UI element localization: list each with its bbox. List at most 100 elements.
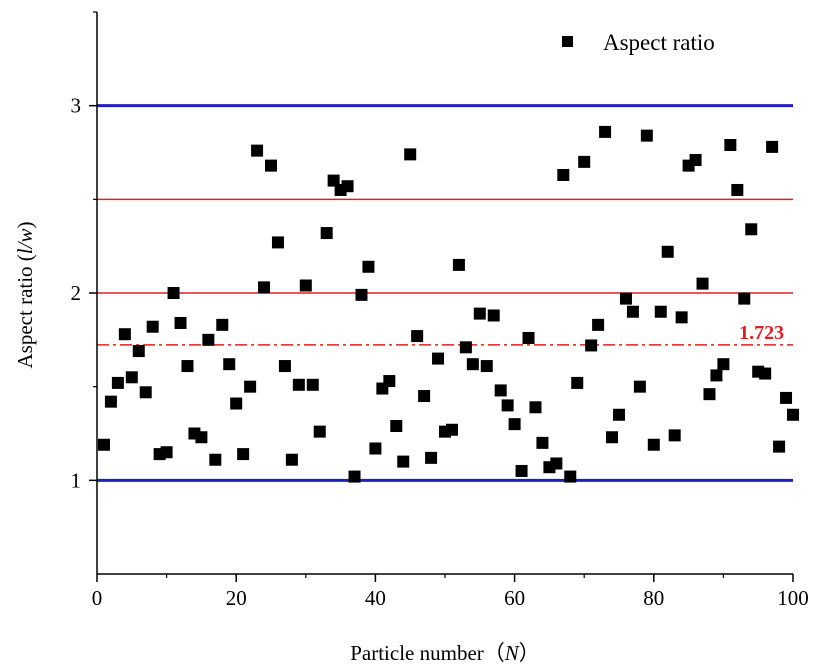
data-point <box>132 345 145 358</box>
data-point <box>306 378 319 391</box>
data-point <box>501 399 514 412</box>
data-point <box>640 129 653 142</box>
data-point <box>397 455 410 468</box>
data-point <box>355 288 368 301</box>
data-point <box>285 453 298 466</box>
data-point <box>738 292 751 305</box>
data-point <box>689 153 702 166</box>
x-tick-label: 60 <box>504 586 525 610</box>
x-tick-label: 0 <box>92 586 103 610</box>
data-point <box>292 378 305 391</box>
legend: Aspect ratio <box>562 30 715 55</box>
data-point <box>536 436 549 449</box>
data-point <box>668 429 681 442</box>
data-point <box>216 318 229 331</box>
y-tick-label: 3 <box>71 94 82 118</box>
data-point <box>787 408 799 421</box>
data-point <box>745 223 758 236</box>
data-point <box>564 470 577 483</box>
legend-marker <box>562 36 573 47</box>
ticks: 0 20 40 60 80 100 1 2 3 <box>71 11 809 610</box>
legend-label: Aspect ratio <box>603 30 715 55</box>
x-tick-label: 20 <box>226 586 247 610</box>
data-point <box>181 360 194 373</box>
x-tick-label: 80 <box>643 586 664 610</box>
data-point <box>258 281 271 294</box>
data-point <box>111 376 124 389</box>
data-point <box>717 358 730 371</box>
data-point <box>390 420 403 433</box>
data-point <box>299 279 312 292</box>
data-point <box>557 168 570 181</box>
data-point <box>313 425 326 438</box>
data-point <box>773 440 786 453</box>
data-point <box>202 333 215 346</box>
y-tick-label: 1 <box>71 468 82 492</box>
data-point <box>766 140 779 153</box>
data-point <box>195 431 208 444</box>
data-point <box>710 369 723 382</box>
data-point <box>494 384 507 397</box>
data-point <box>425 451 438 464</box>
data-point <box>550 457 563 470</box>
data-point <box>271 236 284 249</box>
data-point <box>759 367 772 380</box>
data-point <box>237 448 250 461</box>
data-point <box>369 442 382 455</box>
data-point <box>174 316 187 329</box>
data-point <box>251 144 264 157</box>
data-point <box>125 371 138 384</box>
data-point <box>97 438 110 451</box>
data-point <box>529 401 542 414</box>
data-point <box>459 341 472 354</box>
data-point <box>522 331 535 344</box>
data-point <box>731 183 744 196</box>
data-point <box>452 258 465 271</box>
data-point <box>160 446 173 459</box>
data-point <box>404 148 417 161</box>
data-point <box>230 397 243 410</box>
data-point <box>487 309 500 322</box>
data-point <box>619 292 632 305</box>
data-point <box>223 358 236 371</box>
data-point <box>473 307 486 320</box>
data-point <box>654 305 667 318</box>
x-tick-label: 100 <box>777 586 809 610</box>
data-point <box>480 360 493 373</box>
data-point <box>167 287 180 299</box>
data-point <box>348 470 361 483</box>
data-point <box>661 245 674 258</box>
data-point <box>209 453 222 466</box>
data-point <box>599 125 612 138</box>
data-point <box>780 391 793 404</box>
data-points <box>97 125 799 483</box>
data-point <box>515 464 528 477</box>
x-axis-title: Particle number（N） <box>350 641 540 665</box>
data-point <box>606 431 619 444</box>
data-point <box>118 328 131 341</box>
data-point <box>445 423 458 436</box>
data-point <box>647 438 660 451</box>
data-point <box>466 358 479 371</box>
data-point <box>571 376 584 389</box>
data-point <box>626 305 639 318</box>
data-point <box>578 155 591 168</box>
data-point <box>411 330 424 343</box>
data-point <box>139 386 152 399</box>
y-tick-label: 2 <box>71 281 82 305</box>
data-point <box>675 311 688 324</box>
data-point <box>696 277 709 290</box>
data-point <box>703 388 716 401</box>
data-point <box>278 360 291 373</box>
data-point <box>244 380 257 393</box>
data-point <box>724 139 737 152</box>
data-point <box>508 418 521 431</box>
data-point <box>341 180 354 193</box>
data-point <box>432 352 445 365</box>
data-point <box>146 320 159 333</box>
data-point <box>104 395 117 408</box>
data-point <box>265 159 277 172</box>
data-point <box>592 318 605 331</box>
data-point <box>320 227 333 240</box>
